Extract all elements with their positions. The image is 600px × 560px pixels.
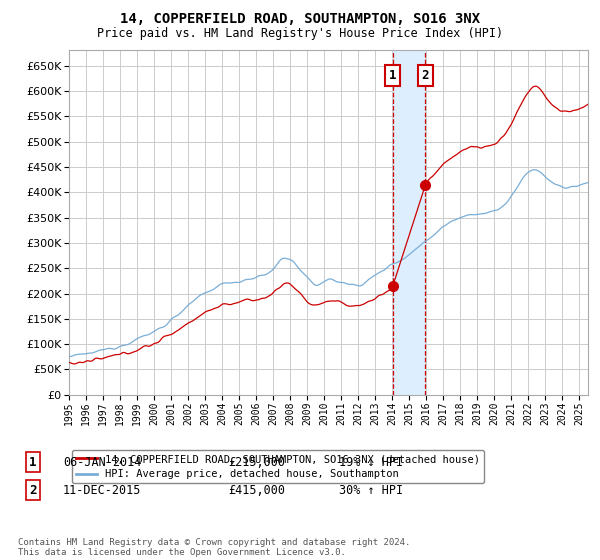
- Text: 06-JAN-2014: 06-JAN-2014: [63, 455, 142, 469]
- Legend: 14, COPPERFIELD ROAD, SOUTHAMPTON, SO16 3NX (detached house), HPI: Average price: 14, COPPERFIELD ROAD, SOUTHAMPTON, SO16 …: [71, 450, 484, 483]
- Text: 11-DEC-2015: 11-DEC-2015: [63, 483, 142, 497]
- Bar: [393, 50, 425, 395]
- Text: 2: 2: [422, 69, 429, 82]
- Text: 19% ↓ HPI: 19% ↓ HPI: [339, 455, 403, 469]
- Text: 30% ↑ HPI: 30% ↑ HPI: [339, 483, 403, 497]
- Text: 1: 1: [389, 69, 397, 82]
- Text: £215,000: £215,000: [228, 455, 285, 469]
- Text: 14, COPPERFIELD ROAD, SOUTHAMPTON, SO16 3NX: 14, COPPERFIELD ROAD, SOUTHAMPTON, SO16 …: [120, 12, 480, 26]
- Text: Contains HM Land Registry data © Crown copyright and database right 2024.
This d: Contains HM Land Registry data © Crown c…: [18, 538, 410, 557]
- Text: £415,000: £415,000: [228, 483, 285, 497]
- Text: Price paid vs. HM Land Registry's House Price Index (HPI): Price paid vs. HM Land Registry's House …: [97, 27, 503, 40]
- Text: 2: 2: [29, 483, 37, 497]
- Text: 1: 1: [29, 455, 37, 469]
